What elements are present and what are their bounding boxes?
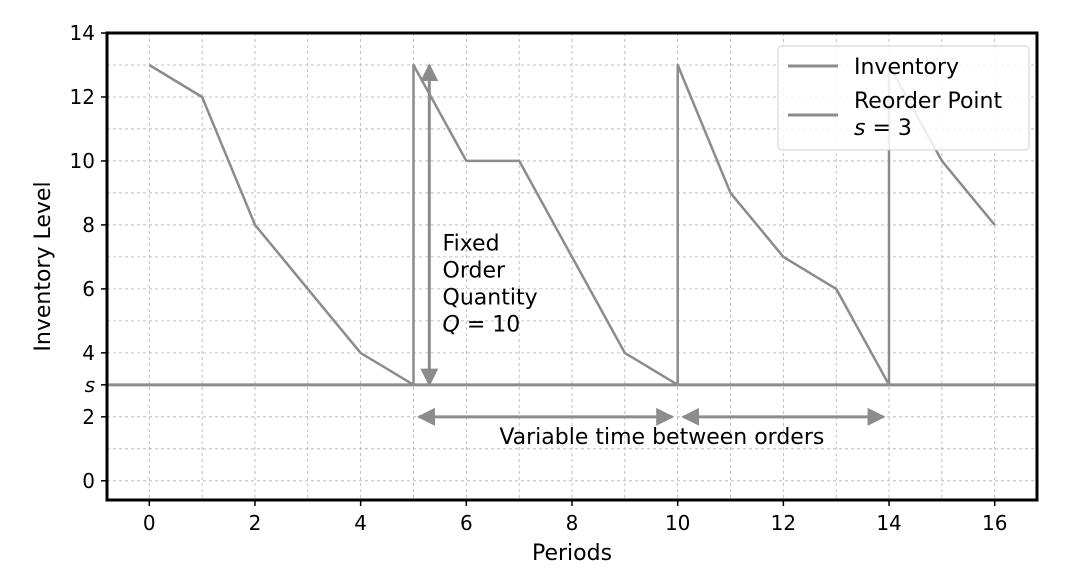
x-tick-label: 6 [460,511,473,535]
y-tick-label: 4 [82,341,95,365]
fixed-order-text-line: Fixed [443,232,500,257]
y-tick-label: s [85,373,95,397]
legend-box [777,45,1030,151]
x-tick-label: 0 [143,511,156,535]
y-tick-label: 0 [82,469,95,493]
variable-time-label: Variable time between orders [499,425,824,450]
fixed-order-text-line: Quantity [443,286,538,311]
legend-label-reorder-formula: s = 3 [854,116,912,141]
x-tick-label: 4 [354,511,367,535]
y-axis-label: Inventory Level [31,181,56,351]
y-tick-label: 6 [82,277,95,301]
y-tick-label: 8 [82,213,95,237]
x-tick-label: 8 [566,511,579,535]
y-tick-label: 10 [70,149,95,173]
series-inventory-line [148,63,996,387]
x-tick-label: 16 [982,511,1007,535]
x-tick-label: 12 [771,511,796,535]
plot-series [107,63,1037,387]
y-tick-label: 2 [82,405,95,429]
legend-label-reorder-point: Reorder Point [854,89,1002,114]
fixed-order-text-line: Order [443,259,506,284]
order-quantity-formula: Q = 10 [443,313,521,338]
axis-ticks: 0 2 4 6 8 10 12 14 16 0 2 s 4 6 8 10 12 14 [70,21,1008,535]
x-axis-label: Periods [532,541,612,566]
y-tick-label: 14 [70,21,95,45]
x-tick-label: 14 [876,511,901,535]
x-tick-label: 10 [665,511,690,535]
legend-label-inventory: Inventory [854,55,959,80]
y-tick-label: 12 [70,85,95,109]
x-tick-label: 2 [249,511,262,535]
